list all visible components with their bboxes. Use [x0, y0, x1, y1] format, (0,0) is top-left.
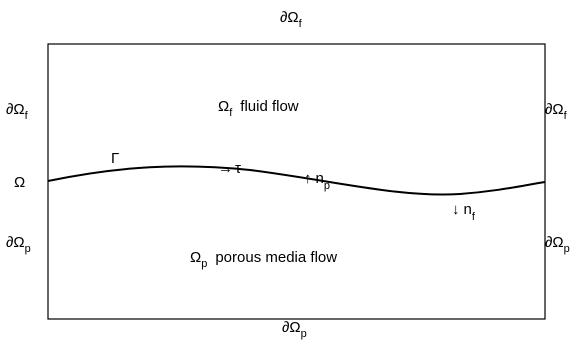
boundary-left-upper-label: ∂Ωf	[6, 101, 29, 122]
normal-p-label: ↑ np	[304, 170, 330, 192]
porous-region-label: Ωp porous media flow	[190, 249, 337, 270]
normal-p-arrow: ↑	[304, 170, 312, 187]
fluid-region-label: Ωf fluid flow	[218, 98, 299, 119]
normal-f-label: ↓ nf	[452, 201, 476, 223]
tangent-arrow: →	[218, 160, 233, 177]
tangent-vector-label: → τ	[218, 160, 241, 177]
boundary-bottom-label: ∂Ωp	[282, 319, 307, 340]
normal-f-arrow: ↓	[452, 201, 460, 218]
boundary-left-lower-label: ∂Ωp	[6, 234, 31, 255]
boundary-right-lower-label: ∂Ωp	[545, 234, 570, 255]
domain-label: Ω	[14, 174, 25, 191]
domain-boundary	[47, 43, 546, 320]
interface-curve	[47, 165, 546, 196]
interface-label: Γ	[111, 150, 119, 167]
boundary-right-upper-label: ∂Ωf	[545, 101, 568, 122]
boundary-top-label: ∂Ωf	[280, 9, 303, 30]
